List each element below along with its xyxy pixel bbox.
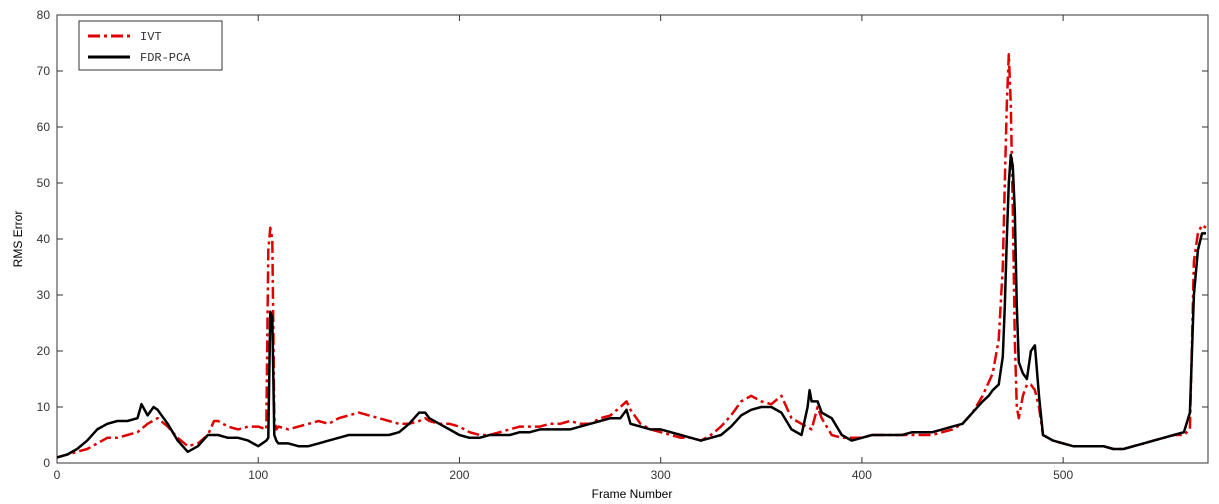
x-tick-label: 300: [651, 468, 671, 482]
y-tick-label: 70: [37, 64, 51, 78]
legend: IVT FDR-PCA: [78, 20, 223, 71]
y-tick-label: 40: [37, 232, 51, 246]
y-tick-label: 20: [37, 344, 51, 358]
y-tick-label: 0: [43, 456, 50, 470]
x-axis-label: Frame Number: [592, 487, 673, 501]
y-tick-label: 60: [37, 120, 51, 134]
plot-area: [56, 14, 1209, 464]
x-tick-label: 100: [248, 468, 268, 482]
x-tick-label: 0: [54, 468, 61, 482]
y-tick-label: 30: [37, 288, 51, 302]
y-tick-label: 50: [37, 176, 51, 190]
y-tick-label: 10: [37, 400, 51, 414]
legend-label-ivt: IVT: [140, 30, 162, 44]
y-tick-label: 80: [37, 8, 51, 22]
x-tick-label: 400: [852, 468, 872, 482]
series-line-ivt: [56, 52, 1207, 459]
x-tick-label: 500: [1053, 468, 1073, 482]
y-axis-label: RMS Error: [11, 211, 25, 268]
legend-label-fdr-pca: FDR-PCA: [140, 51, 191, 65]
axis-ticks: 0 100 200 300 400 500 0 10 20 30 40 50 60 70 80: [37, 8, 1208, 482]
legend-box: [78, 20, 223, 71]
series-layer: [56, 52, 1207, 459]
x-tick-label: 200: [449, 468, 469, 482]
series-line-fdr-pca: [56, 153, 1206, 459]
